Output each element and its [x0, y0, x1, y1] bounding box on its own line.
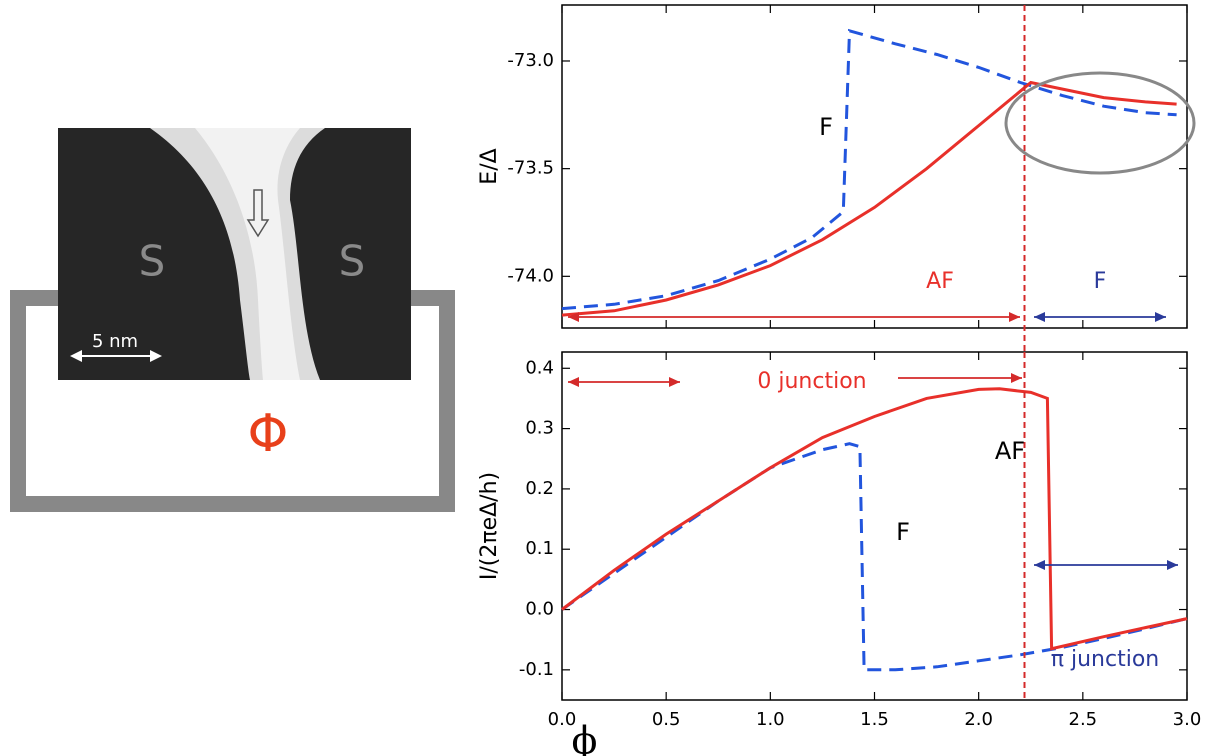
- flux-label: Φ: [248, 404, 289, 464]
- y-tick-label: -74.0: [507, 265, 554, 286]
- schematic: S S 5 nm Φ: [10, 128, 455, 512]
- annotation: π junction: [1051, 647, 1159, 672]
- arrow: [246, 189, 270, 238]
- series-line: [561, 28, 1177, 311]
- arrow-head: [568, 377, 579, 387]
- arrow-head: [1011, 373, 1022, 383]
- y-tick-label: -0.1: [519, 659, 554, 680]
- y-tick-label: 0.3: [525, 418, 554, 439]
- y-tick-label: -73.0: [507, 50, 554, 71]
- scale-label: 5 nm: [92, 331, 138, 352]
- nanowire-core: [195, 128, 300, 380]
- series-line: [561, 442, 1188, 672]
- annotation: AF: [995, 437, 1025, 465]
- annotation: F: [819, 113, 833, 141]
- s-label: S: [339, 237, 366, 286]
- x-axis-label: ϕ: [572, 719, 598, 756]
- arrow-head: [1155, 312, 1166, 322]
- x-tick-label: 0.5: [652, 709, 681, 730]
- x-tick-label: 3.0: [1173, 709, 1202, 730]
- series-line: [561, 80, 1177, 317]
- x-tick-label: 1.0: [756, 709, 785, 730]
- arrow-head: [1034, 312, 1045, 322]
- arrow-head: [1167, 560, 1178, 570]
- x-tick-label: 0.0: [548, 709, 577, 730]
- y-axis-label: I/(2πeΔ/h): [477, 472, 502, 580]
- arrow-head: [568, 312, 579, 322]
- annotation: AF: [926, 269, 954, 294]
- x-tick-label: 1.5: [860, 709, 889, 730]
- y-tick-label: 0.1: [525, 538, 554, 559]
- annotation: F: [896, 518, 910, 546]
- x-tick-label: 2.0: [964, 709, 993, 730]
- series-line: [561, 387, 1188, 651]
- arrow-head: [1009, 312, 1020, 322]
- s-label: S: [139, 237, 166, 286]
- arrow-head: [1034, 560, 1045, 570]
- y-tick-label: 0.4: [525, 357, 554, 378]
- y-tick-label: -73.5: [507, 158, 554, 179]
- annotation: F: [1094, 269, 1107, 294]
- y-axis-label: E/Δ: [477, 148, 502, 184]
- x-tick-label: 2.5: [1069, 709, 1098, 730]
- annotation: 0 junction: [757, 369, 866, 394]
- y-tick-label: 0.0: [525, 599, 554, 620]
- y-tick-label: 0.2: [525, 478, 554, 499]
- highlight: [1004, 71, 1196, 175]
- arrow-head: [669, 377, 680, 387]
